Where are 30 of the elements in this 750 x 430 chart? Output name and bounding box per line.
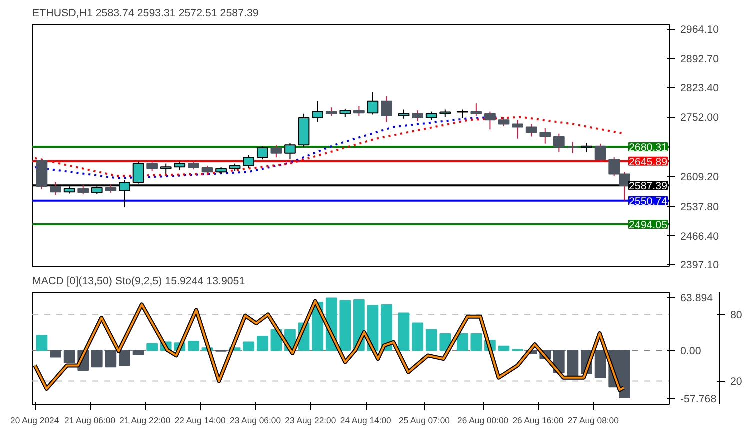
y-tick-label: -57.768: [680, 394, 717, 406]
y-tick-label: 2892.70: [680, 54, 720, 66]
y-tick-label: 63.894: [680, 292, 714, 305]
x-tick-label: 23 Aug 06:00: [230, 416, 282, 426]
x-tick-label: 21 Aug 06:00: [64, 416, 116, 426]
ref-line-label: 2550.74: [628, 196, 668, 208]
x-tick-label: 26 Aug 16:00: [512, 416, 564, 426]
x-tick-label: 25 Aug 07:00: [398, 416, 450, 426]
x-tick-label: 20 Aug 2024: [10, 416, 60, 426]
chart-title: MACD [0](13,50) Sto(9,2,5) 15.9244 13.9051: [32, 276, 246, 288]
ref-line-label: 2680.31: [628, 142, 668, 154]
x-tick-label: 24 Aug 14:00: [340, 416, 392, 426]
x-tick-label: 23 Aug 22:00: [285, 416, 336, 426]
y-tick-label: 0.00: [680, 346, 702, 358]
x-tick-label: 26 Aug 00:00: [458, 416, 509, 426]
y-tick-label: 2823.40: [680, 82, 720, 95]
y-tick-label: 2466.40: [680, 230, 720, 243]
ref-line-label: 2587.39: [628, 180, 668, 193]
y2-tick-label: 80: [730, 310, 742, 322]
x-tick-label: 21 Aug 22:00: [120, 416, 171, 426]
chart-title: ETHUSD,H1 2583.74 2593.31 2572.51 2587.39: [32, 8, 259, 20]
y2-tick-label: 20: [730, 376, 742, 388]
x-tick-label: 27 Aug 08:00: [568, 416, 620, 426]
x-tick-label: 22 Aug 14:00: [174, 416, 226, 426]
ref-line-label: 2645.89: [628, 156, 668, 168]
y-tick-label: 2752.00: [680, 112, 720, 124]
y-tick-label: 2537.80: [680, 201, 720, 214]
y-tick-label: 2964.10: [680, 24, 720, 36]
ref-line-label: 2494.05: [628, 219, 668, 232]
y-tick-label: 2609.20: [680, 172, 720, 184]
